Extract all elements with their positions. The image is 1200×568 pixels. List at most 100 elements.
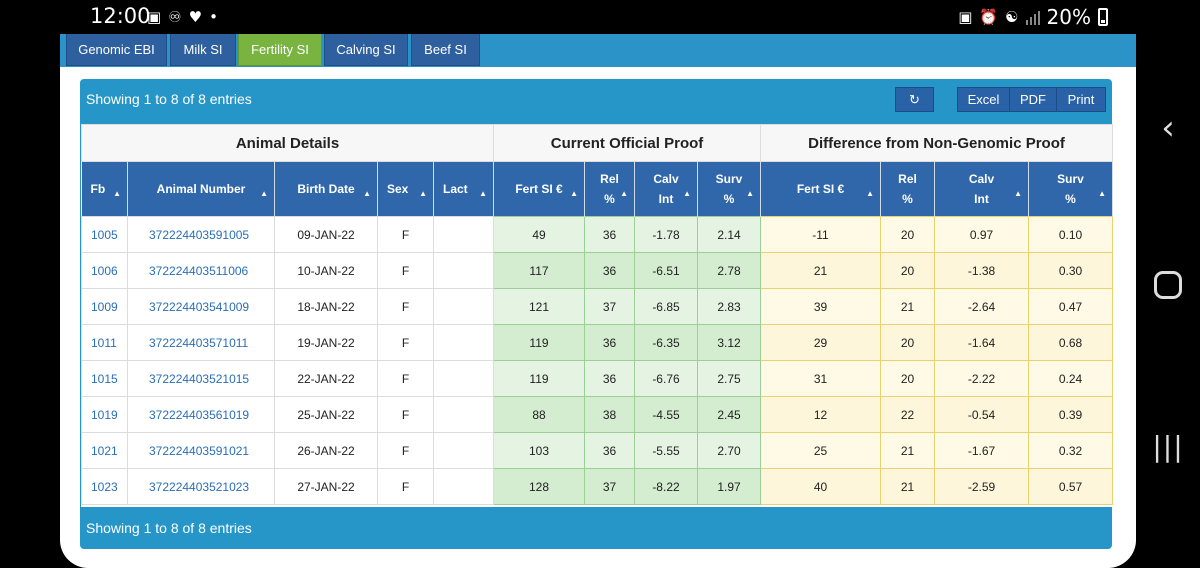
col-birth-date[interactable]: Birth Date ▲	[274, 161, 378, 217]
current-surv-cell: 2.14	[696, 216, 762, 253]
col-diff-surv[interactable]: Surv% ▲	[1028, 161, 1114, 217]
fb-link[interactable]: 1006	[81, 252, 128, 289]
tab-strip: Genomic EBI Milk SI Fertility SI Calving…	[60, 34, 1136, 67]
animal-number-link[interactable]: 372224403511006	[127, 252, 275, 289]
col-diff-rel[interactable]: Rel%	[880, 161, 936, 217]
clock: 12:00	[90, 4, 151, 28]
diff-rel-cell: 21	[880, 468, 936, 505]
animal-number-link[interactable]: 372224403521023	[127, 468, 275, 505]
current-calv-int-cell: -1.78	[634, 216, 698, 253]
status-bar: 12:00 ▣ ♾ ♥ • ▣ ⏰ ☯ 20%	[0, 0, 1136, 34]
current-calv-int-cell: -6.51	[634, 252, 698, 289]
tab-label: Milk SI	[183, 42, 223, 57]
lact-cell	[433, 216, 494, 253]
col-diff-calv-int[interactable]: Calv Int ▲	[934, 161, 1030, 217]
diff-surv-cell: 0.30	[1028, 252, 1114, 289]
proof-table: Animal Details Current Official Proof Di…	[81, 124, 1114, 505]
home-icon[interactable]	[1136, 271, 1200, 304]
diff-surv-cell: 0.32	[1028, 432, 1114, 469]
pdf-button[interactable]: PDF	[1009, 87, 1057, 112]
tab-genomic-ebi[interactable]: Genomic EBI	[66, 34, 167, 66]
animal-number-link[interactable]: 372224403571011	[127, 324, 275, 361]
diff-surv-cell: 0.47	[1028, 288, 1114, 325]
fb-link[interactable]: 1011	[81, 324, 128, 361]
lact-cell	[433, 432, 494, 469]
diff-surv-cell: 0.24	[1028, 360, 1114, 397]
diff-calv-int-cell: -2.22	[934, 360, 1030, 397]
sort-icon: ▲	[866, 189, 875, 198]
sex-cell: F	[377, 324, 434, 361]
sort-icon: ▲	[113, 189, 121, 198]
col-current-rel[interactable]: Rel% ▲	[584, 161, 635, 217]
col-fb[interactable]: Fb ▲	[81, 161, 128, 217]
col-label-line: %	[604, 192, 615, 206]
refresh-button[interactable]: ↻	[895, 87, 934, 112]
fb-link[interactable]: 1023	[81, 468, 128, 505]
col-current-calv-int[interactable]: Calv Int ▲	[634, 161, 698, 217]
lact-cell	[433, 324, 494, 361]
current-calv-int-cell: -4.55	[634, 396, 698, 433]
sex-cell: F	[377, 468, 434, 505]
excel-button[interactable]: Excel	[957, 87, 1010, 112]
current-calv-int-cell: -6.76	[634, 360, 698, 397]
table-row: 1009 372224403541009 18-JAN-22 F 121 37 -6.85 2…	[81, 288, 1114, 325]
sex-cell: F	[377, 216, 434, 253]
tab-label: Genomic EBI	[78, 42, 155, 57]
diff-fert-si-cell: 39	[760, 288, 882, 325]
entries-info-bottom: Showing 1 to 8 of 8 entries	[86, 520, 252, 536]
col-label-line: Int	[974, 192, 989, 206]
group-current-proof: Current Official Proof	[492, 124, 762, 162]
fb-link[interactable]: 1005	[81, 216, 128, 253]
diff-calv-int-cell: -1.64	[934, 324, 1030, 361]
fb-link[interactable]: 1021	[81, 432, 128, 469]
tab-calving-si[interactable]: Calving SI	[324, 34, 408, 66]
sort-icon: ▲	[746, 189, 755, 198]
proof-table-wrap: Animal Details Current Official Proof Di…	[81, 124, 1114, 507]
battery-percent: 20%	[1046, 5, 1091, 29]
fb-link[interactable]: 1015	[81, 360, 128, 397]
fb-link[interactable]: 1009	[81, 288, 128, 325]
print-button[interactable]: Print	[1056, 87, 1106, 112]
col-lact[interactable]: Lact ▲	[433, 161, 494, 217]
diff-fert-si-cell: 21	[760, 252, 882, 289]
tab-milk-si[interactable]: Milk SI	[170, 34, 236, 66]
tab-fertility-si[interactable]: Fertility SI	[238, 34, 322, 66]
col-label-line: Calv	[653, 172, 679, 186]
table-row: 1015 372224403521015 22-JAN-22 F 119 36 -6.76 2…	[81, 360, 1114, 397]
diff-calv-int-cell: -1.38	[934, 252, 1030, 289]
diff-fert-si-cell: 25	[760, 432, 882, 469]
col-current-surv[interactable]: Surv% ▲	[697, 161, 762, 217]
animal-number-link[interactable]: 372224403591005	[127, 216, 275, 253]
diff-rel-cell: 20	[880, 252, 936, 289]
col-label-line: Calv	[968, 172, 995, 186]
lact-cell	[433, 252, 494, 289]
birth-date-cell: 22-JAN-22	[274, 360, 378, 397]
back-icon[interactable]: ‹	[1161, 108, 1175, 148]
animal-number-link[interactable]: 372224403541009	[127, 288, 275, 325]
current-fert-si-cell: 121	[493, 288, 585, 325]
current-calv-int-cell: -6.35	[634, 324, 698, 361]
animal-number-link[interactable]: 372224403591021	[127, 432, 275, 469]
col-animal-number[interactable]: Animal Number ▲	[127, 161, 275, 217]
current-fert-si-cell: 49	[493, 216, 585, 253]
col-diff-fert-si[interactable]: Fert SI € ▲	[760, 161, 882, 217]
diff-surv-cell: 0.57	[1028, 468, 1114, 505]
birth-date-cell: 19-JAN-22	[274, 324, 378, 361]
table-row: 1021 372224403591021 26-JAN-22 F 103 36 -5.55 2…	[81, 432, 1114, 469]
group-difference-proof: Difference from Non-Genomic Proof	[760, 124, 1114, 162]
current-rel-cell: 36	[584, 252, 635, 289]
diff-surv-cell: 0.39	[1028, 396, 1114, 433]
tab-beef-si[interactable]: Beef SI	[411, 34, 480, 66]
current-calv-int-cell: -8.22	[634, 468, 698, 505]
fb-link[interactable]: 1019	[81, 396, 128, 433]
diff-rel-cell: 20	[880, 360, 936, 397]
recents-icon[interactable]: |||	[1152, 430, 1184, 463]
sort-icon: ▲	[1014, 189, 1023, 198]
col-current-fert-si[interactable]: Fert SI € ▲	[493, 161, 585, 217]
animal-number-link[interactable]: 372224403521015	[127, 360, 275, 397]
col-sex[interactable]: Sex ▲	[377, 161, 434, 217]
diff-calv-int-cell: 0.97	[934, 216, 1030, 253]
sort-icon: ▲	[260, 189, 268, 198]
animal-number-link[interactable]: 372224403561019	[127, 396, 275, 433]
sex-cell: F	[377, 360, 434, 397]
